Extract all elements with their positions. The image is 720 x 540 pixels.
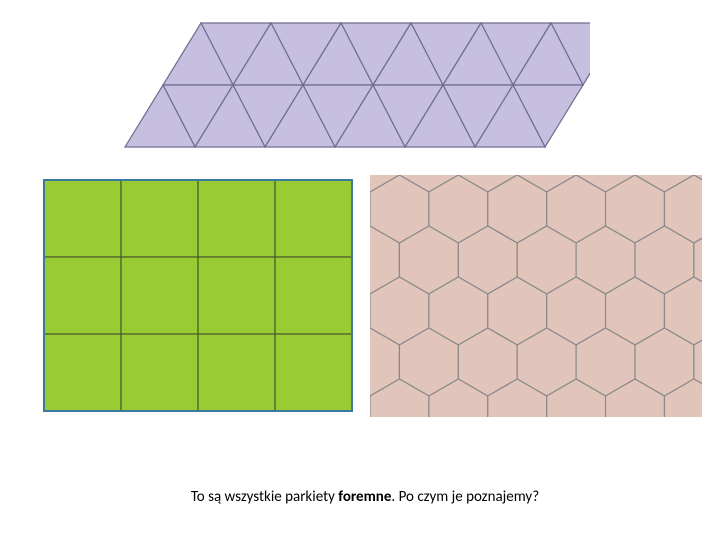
square-svg bbox=[42, 178, 354, 413]
caption-after: . Po czym je poznajemy? bbox=[391, 488, 539, 506]
square-tessellation bbox=[42, 178, 354, 418]
caption-text: To są wszystkie parkiety foremne. Po czy… bbox=[150, 488, 580, 506]
triangle-tessellation bbox=[120, 18, 590, 163]
triangle-svg bbox=[120, 18, 590, 158]
hexagon-tessellation bbox=[370, 175, 702, 422]
caption-before: To są wszystkie parkiety bbox=[191, 488, 338, 506]
hexagon-svg bbox=[370, 175, 702, 417]
caption-bold: foremne bbox=[338, 488, 391, 506]
